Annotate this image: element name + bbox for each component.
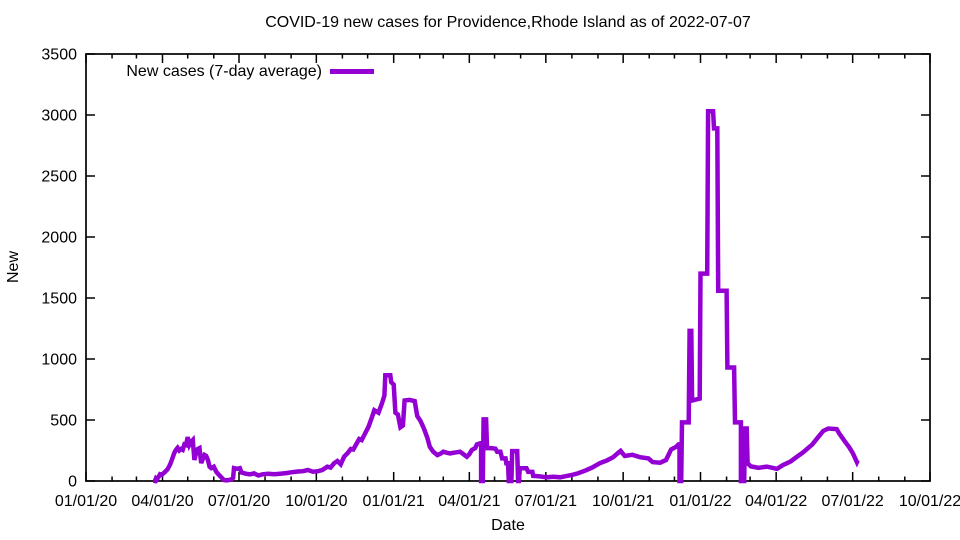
x-tick-label: 04/01/21 — [438, 493, 500, 510]
x-tick-label: 10/01/21 — [592, 493, 654, 510]
chart-title: COVID-19 new cases for Providence,Rhode … — [265, 14, 751, 31]
y-tick-label: 1000 — [41, 352, 77, 369]
y-tick-label: 3000 — [41, 108, 77, 125]
x-tick-label: 07/01/21 — [515, 493, 577, 510]
x-tick-label: 07/01/22 — [822, 493, 884, 510]
legend-label: New cases (7-day average) — [126, 63, 322, 80]
y-tick-label: 2000 — [41, 230, 77, 247]
y-tick-label: 1500 — [41, 291, 77, 308]
plot-border — [85, 53, 931, 482]
series-line — [152, 109, 860, 484]
y-axis-label: New — [5, 250, 22, 284]
x-tick-label: 10/01/20 — [285, 493, 347, 510]
y-tick-label: 0 — [68, 474, 77, 491]
x-tick-label: 04/01/22 — [745, 493, 807, 510]
x-tick-label: 01/01/20 — [55, 493, 117, 510]
x-axis-label: Date — [491, 517, 525, 534]
x-tick-label: 07/01/20 — [208, 493, 270, 510]
x-tick-label: 10/01/22 — [899, 493, 960, 510]
y-tick-label: 3500 — [41, 47, 77, 64]
x-tick-label: 01/01/21 — [363, 493, 425, 510]
y-tick-label: 500 — [50, 413, 77, 430]
x-tick-label: 01/01/22 — [669, 493, 731, 510]
x-tick-label: 04/01/20 — [131, 493, 193, 510]
y-tick-label: 2500 — [41, 169, 77, 186]
